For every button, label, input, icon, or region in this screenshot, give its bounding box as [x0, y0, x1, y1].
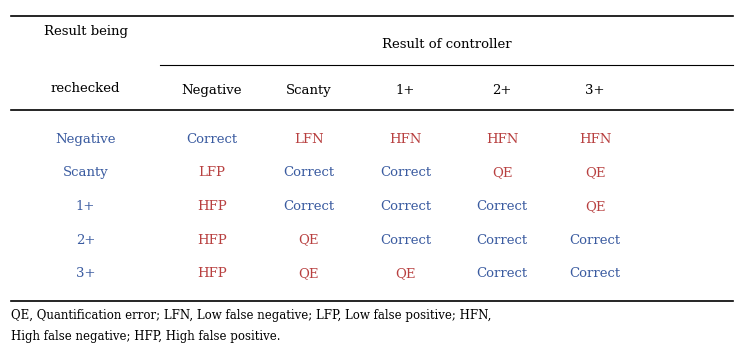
Text: HFP: HFP [197, 200, 227, 213]
Text: 3+: 3+ [586, 84, 605, 96]
Text: HFN: HFN [389, 133, 422, 146]
Text: 1+: 1+ [76, 200, 95, 213]
Text: Correct: Correct [477, 234, 527, 246]
Text: Correct: Correct [570, 234, 620, 246]
Text: rechecked: rechecked [51, 82, 121, 95]
Text: LFP: LFP [199, 167, 225, 179]
Text: Correct: Correct [380, 200, 431, 213]
Text: High false negative; HFP, High false positive.: High false negative; HFP, High false pos… [11, 330, 280, 342]
Text: Correct: Correct [570, 267, 620, 280]
Text: Scanty: Scanty [62, 167, 109, 179]
Text: Scanty: Scanty [286, 84, 332, 96]
Text: HFN: HFN [579, 133, 612, 146]
Text: Correct: Correct [380, 167, 431, 179]
Text: Result of controller: Result of controller [382, 38, 511, 50]
Text: Negative: Negative [55, 133, 116, 146]
Text: HFP: HFP [197, 267, 227, 280]
Text: 2+: 2+ [76, 234, 95, 246]
Text: QE: QE [298, 234, 319, 246]
Text: QE: QE [585, 200, 606, 213]
Text: QE: QE [298, 267, 319, 280]
Text: Negative: Negative [182, 84, 243, 96]
Text: Correct: Correct [380, 234, 431, 246]
Text: Result being: Result being [44, 25, 127, 38]
Text: LFN: LFN [294, 133, 324, 146]
Text: 3+: 3+ [76, 267, 95, 280]
Text: HFP: HFP [197, 234, 227, 246]
Text: Correct: Correct [477, 267, 527, 280]
Text: Correct: Correct [283, 200, 334, 213]
Text: QE, Quantification error; LFN, Low false negative; LFP, Low false positive; HFN,: QE, Quantification error; LFN, Low false… [11, 310, 492, 322]
Text: QE: QE [395, 267, 416, 280]
Text: 2+: 2+ [493, 84, 512, 96]
Text: Correct: Correct [477, 200, 527, 213]
Text: QE: QE [492, 167, 513, 179]
Text: Correct: Correct [283, 167, 334, 179]
Text: 1+: 1+ [396, 84, 415, 96]
Text: HFN: HFN [486, 133, 519, 146]
Text: Correct: Correct [187, 133, 237, 146]
Text: QE: QE [585, 167, 606, 179]
